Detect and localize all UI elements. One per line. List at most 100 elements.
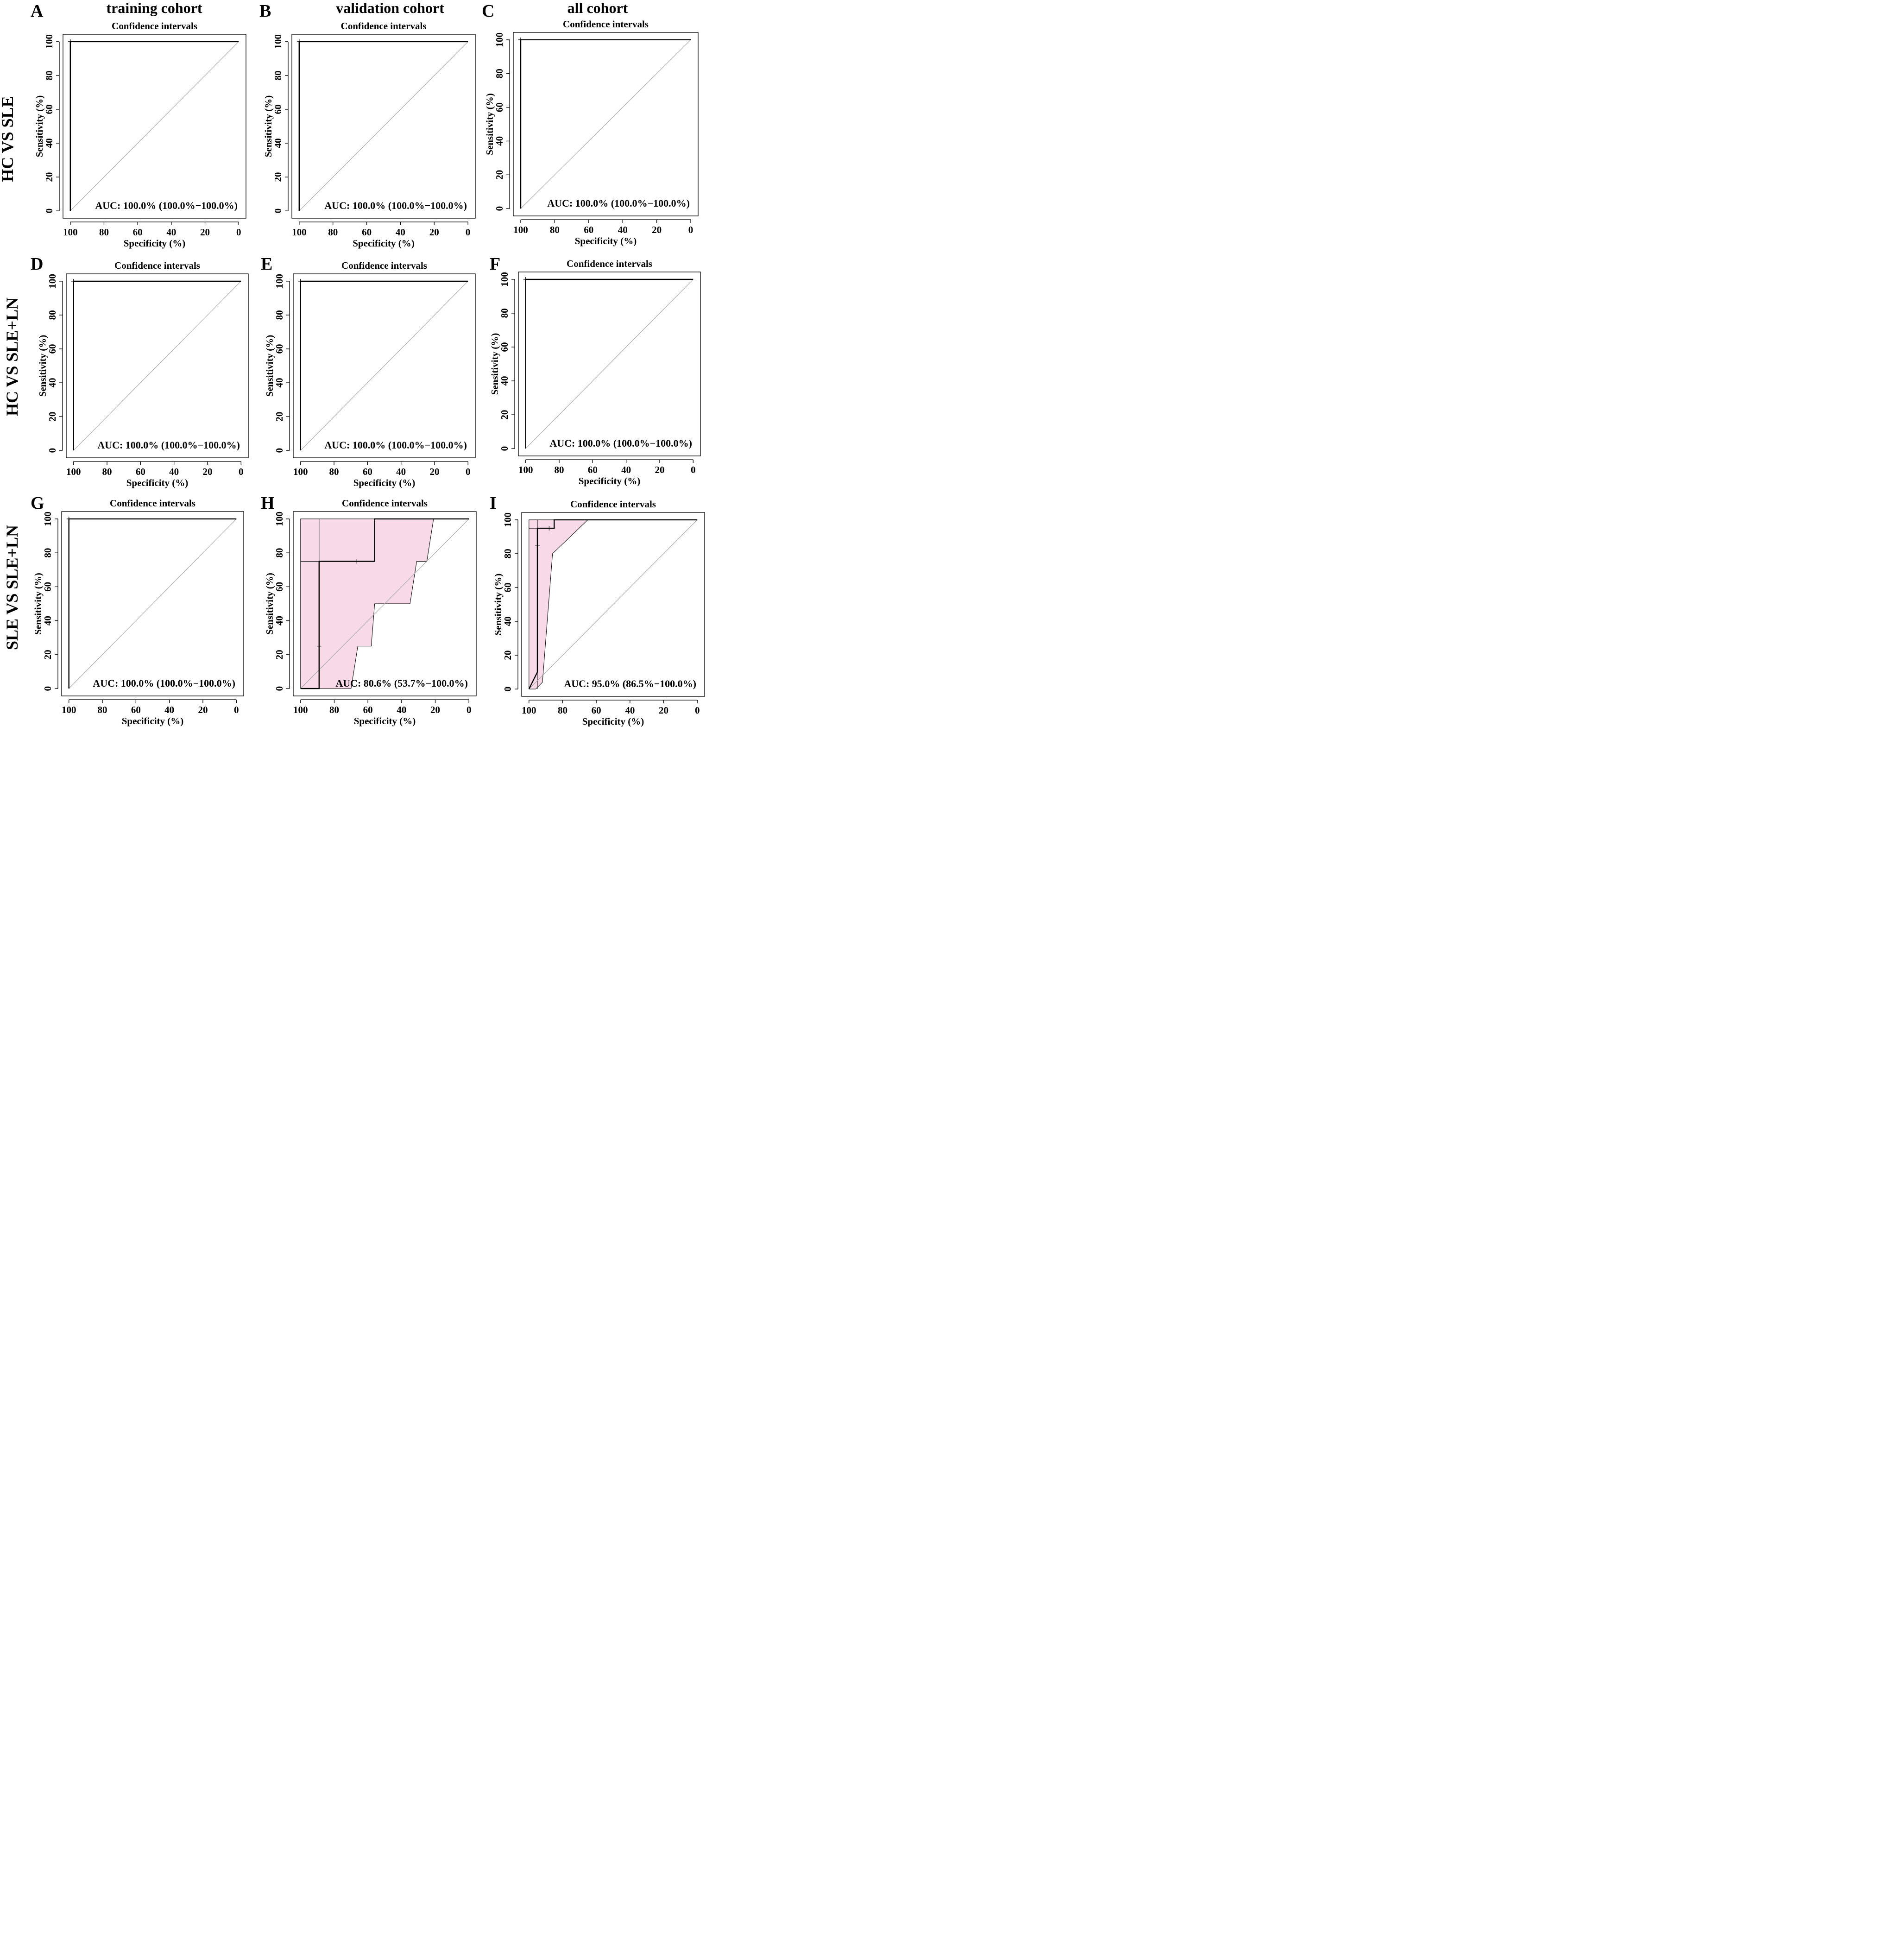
y-tick-label: 20 xyxy=(499,410,510,420)
y-tick-label: 100 xyxy=(42,512,53,526)
y-tick-label: 60 xyxy=(47,344,58,354)
y-axis-label: Sensitivity (%) xyxy=(484,93,495,155)
y-axis-label: Sensitivity (%) xyxy=(489,333,500,395)
y-tick-label: 60 xyxy=(502,582,513,592)
x-tick-label: 0 xyxy=(466,466,471,477)
x-axis-label: Specificity (%) xyxy=(575,235,637,246)
y-tick-label: 40 xyxy=(499,376,510,386)
y-tick-label: 20 xyxy=(274,650,285,659)
y-tick-label: 0 xyxy=(274,686,285,691)
panel-title: Confidence intervals xyxy=(341,260,427,271)
x-tick-label: 60 xyxy=(592,705,601,716)
y-tick-label: 20 xyxy=(274,412,285,422)
y-tick-label: 40 xyxy=(44,139,55,148)
x-axis-label: Specificity (%) xyxy=(126,477,189,488)
x-tick-label: 40 xyxy=(618,224,628,235)
y-tick-label: 100 xyxy=(502,512,513,527)
auc-annotation: AUC: 100.0% (100.0%−100.0%) xyxy=(324,439,467,451)
auc-annotation: AUC: 100.0% (100.0%−100.0%) xyxy=(324,200,467,211)
y-tick-label: 40 xyxy=(494,136,505,146)
column-title-all: all cohort xyxy=(567,0,628,16)
x-tick-label: 80 xyxy=(555,464,564,475)
y-tick-label: 20 xyxy=(42,650,53,659)
panel-letter-b: B xyxy=(259,1,271,21)
x-tick-label: 80 xyxy=(98,704,107,715)
y-tick-label: 100 xyxy=(274,274,285,289)
y-tick-label: 100 xyxy=(494,32,505,47)
column-title-validation: validation cohort xyxy=(336,0,444,16)
x-tick-label: 100 xyxy=(518,464,533,475)
panel-letter-f: F xyxy=(490,254,500,274)
diagonal-reference-line xyxy=(520,39,691,209)
x-tick-label: 60 xyxy=(363,704,373,715)
x-tick-label: 60 xyxy=(363,466,372,477)
y-tick-label: 60 xyxy=(494,102,505,112)
y-tick-label: 20 xyxy=(494,170,505,180)
x-tick-label: 60 xyxy=(584,224,593,235)
panel-title: Confidence intervals xyxy=(112,20,197,32)
x-tick-label: 60 xyxy=(362,227,372,238)
x-tick-label: 40 xyxy=(164,704,174,715)
x-tick-label: 60 xyxy=(133,227,143,238)
x-tick-label: 80 xyxy=(99,227,109,238)
x-axis-label: Specificity (%) xyxy=(124,238,186,249)
x-tick-label: 100 xyxy=(292,227,307,238)
y-tick-label: 40 xyxy=(47,378,58,388)
y-tick-label: 40 xyxy=(42,616,53,626)
x-tick-label: 0 xyxy=(239,466,244,477)
y-tick-label: 60 xyxy=(274,582,285,592)
roc-curve xyxy=(300,518,469,689)
plot-frame xyxy=(518,272,701,456)
x-tick-label: 20 xyxy=(198,704,208,715)
roc-panel-f: F Confidence intervals 100 80 60 40 20 0 Specifi… xyxy=(489,254,701,487)
x-tick-label: 40 xyxy=(169,466,179,477)
x-tick-label: 100 xyxy=(62,704,76,715)
plot-frame xyxy=(63,34,246,219)
y-tick-label: 80 xyxy=(272,70,284,80)
diagonal-reference-line xyxy=(70,41,239,211)
x-tick-label: 60 xyxy=(588,464,598,475)
x-tick-label: 20 xyxy=(202,466,212,477)
y-tick-label: 0 xyxy=(272,209,284,214)
row-title-hc-vs-sle: HC VS SLE xyxy=(0,96,17,182)
x-tick-label: 100 xyxy=(522,705,536,716)
panel-title: Confidence intervals xyxy=(563,19,649,30)
x-tick-label: 40 xyxy=(397,704,406,715)
x-axis-label: Specificity (%) xyxy=(353,238,415,249)
y-tick-label: 80 xyxy=(47,310,58,320)
y-axis-label: Sensitivity (%) xyxy=(492,574,504,636)
y-tick-label: 20 xyxy=(502,651,513,660)
y-tick-label: 80 xyxy=(42,548,53,558)
x-tick-label: 80 xyxy=(329,704,339,715)
y-tick-label: 100 xyxy=(274,512,285,526)
panel-title: Confidence intervals xyxy=(110,498,195,509)
y-tick-label: 0 xyxy=(502,687,513,692)
y-tick-label: 0 xyxy=(499,446,510,451)
y-tick-label: 20 xyxy=(272,172,284,182)
panel-letter-c: C xyxy=(482,1,494,21)
roc-panel-h: H Confidence intervals 100 80 60 40 20 0 Specifi… xyxy=(261,493,477,727)
roc-panel-e: E Confidence intervals 100 80 60 40 20 0 Specifi… xyxy=(261,254,476,488)
panel-letter-e: E xyxy=(261,254,272,274)
auc-annotation: AUC: 80.6% (53.7%−100.0%) xyxy=(335,677,468,689)
plot-frame xyxy=(293,273,476,458)
x-tick-label: 20 xyxy=(659,705,668,716)
diagonal-reference-line xyxy=(529,519,698,689)
y-tick-label: 0 xyxy=(47,448,58,453)
row-title-hc-vs-sle-ln: HC VS SLE+LN xyxy=(3,297,21,416)
y-tick-label: 0 xyxy=(274,448,285,453)
y-tick-label: 80 xyxy=(499,308,510,318)
x-axis-label: Specificity (%) xyxy=(353,477,416,488)
x-tick-label: 0 xyxy=(234,704,239,715)
diagonal-reference-line xyxy=(73,281,241,451)
y-axis-label: Sensitivity (%) xyxy=(32,573,44,635)
x-tick-label: 20 xyxy=(429,466,439,477)
x-axis-label: Specificity (%) xyxy=(582,716,644,727)
y-tick-label: 20 xyxy=(47,412,58,422)
y-tick-label: 60 xyxy=(42,582,53,592)
roc-figure: training cohort validation cohort all co… xyxy=(0,0,705,727)
x-tick-label: 0 xyxy=(236,227,241,238)
y-tick-label: 100 xyxy=(47,274,58,289)
y-tick-label: 80 xyxy=(494,69,505,78)
panel-letter-d: D xyxy=(31,254,43,274)
